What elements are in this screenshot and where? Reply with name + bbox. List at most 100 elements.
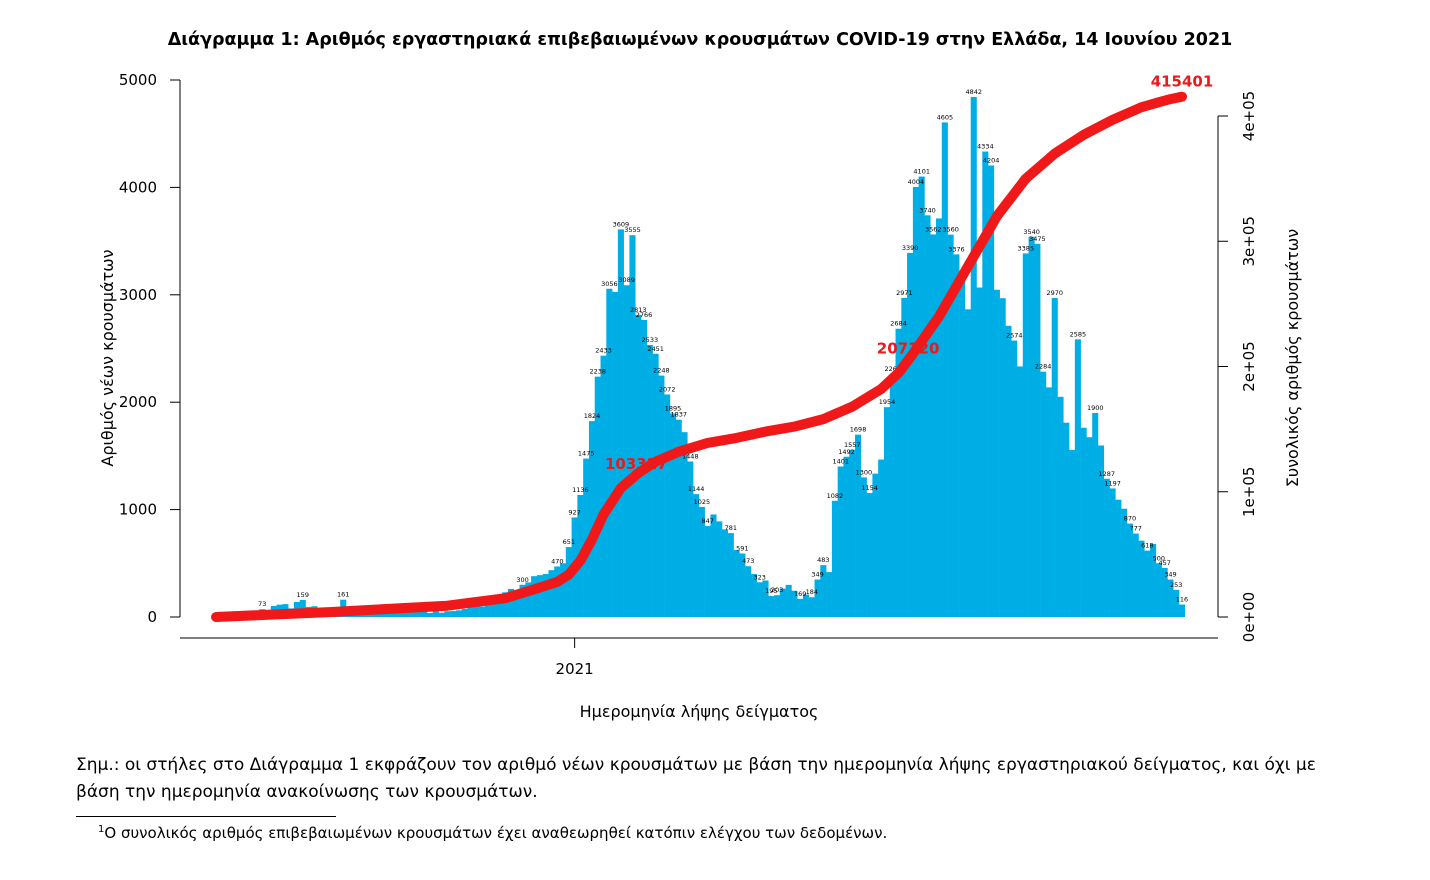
bar	[450, 611, 457, 617]
bar	[768, 596, 775, 617]
bar-value-label: 1895	[665, 404, 682, 412]
bar	[855, 434, 862, 617]
bar-value-label: 3562	[925, 225, 942, 233]
y2-tick-label: 2e+05	[1240, 341, 1258, 391]
bar-value-label: 3540	[1023, 228, 1040, 236]
bar	[941, 122, 948, 618]
bar	[843, 456, 850, 617]
bar	[733, 550, 740, 617]
bar-value-label: 2264	[885, 365, 902, 373]
bar-value-label: 1300	[856, 468, 873, 476]
bar-value-label: 847	[701, 517, 713, 525]
bar	[1138, 540, 1145, 617]
bar-value-label: 4101	[913, 168, 930, 176]
bar-value-label: 3555	[624, 226, 641, 234]
bar	[883, 407, 891, 617]
bar	[681, 432, 688, 617]
bar	[982, 151, 989, 617]
bar-value-label: 500	[1153, 554, 1165, 562]
y-tick-label: 2000	[119, 393, 157, 411]
bar	[820, 565, 827, 617]
bar-value-label: 1082	[827, 492, 844, 500]
bar	[959, 276, 966, 617]
bar-value-label: 2533	[642, 336, 659, 344]
bar-value-label: 4204	[983, 156, 1000, 164]
bar-value-label: 1154	[861, 484, 878, 492]
bar-value-label: 3089	[618, 276, 635, 284]
bar-value-label: 2451	[647, 345, 664, 353]
bar	[1011, 340, 1018, 617]
bar-value-label: 618	[1141, 542, 1153, 550]
bar	[629, 235, 636, 617]
bar	[993, 289, 1000, 617]
bars-layer	[212, 96, 1186, 618]
y2-tick-label: 0e+00	[1240, 592, 1258, 642]
bar-value-label: 777	[1130, 525, 1142, 533]
bar	[484, 604, 491, 617]
bar	[513, 591, 520, 617]
bar-value-label: 2238	[589, 368, 606, 376]
bar	[1115, 499, 1122, 617]
bar-value-label: 3609	[613, 220, 630, 228]
bar	[953, 254, 960, 618]
bar	[658, 375, 665, 617]
bar-value-label: 3560	[942, 226, 959, 234]
bar	[455, 610, 462, 617]
bar	[970, 96, 977, 618]
bar-value-label: 1557	[844, 441, 861, 449]
bar	[1063, 422, 1070, 617]
cumulative-value-label: 415401	[1151, 73, 1214, 91]
x-tick-label: 2021	[556, 660, 594, 678]
bar-value-label: 1448	[682, 452, 699, 460]
y2-axis-label: Συνολικός αριθμός κρουσμάτων	[1283, 229, 1302, 488]
bar	[623, 285, 630, 617]
bar-value-label: 203	[771, 586, 783, 594]
bar-value-label: 473	[742, 557, 754, 565]
bar	[1144, 550, 1151, 617]
bar	[808, 597, 815, 617]
bar	[936, 218, 943, 617]
bar	[444, 611, 451, 617]
bar-value-label: 1698	[850, 426, 867, 434]
x-axis-label: Ημερομηνία λήψης δείγματος	[580, 702, 819, 721]
bar	[976, 287, 983, 617]
bar-value-label: 781	[725, 524, 737, 532]
bar	[947, 234, 954, 617]
bar	[999, 298, 1006, 617]
bar	[583, 458, 590, 617]
bar	[374, 612, 381, 617]
bar	[669, 413, 676, 617]
bar	[1161, 567, 1168, 617]
bar-value-label: 3056	[601, 280, 618, 288]
bar	[924, 215, 931, 617]
bar-value-label: 1492	[838, 448, 855, 456]
bar	[403, 611, 410, 617]
bar	[635, 314, 642, 617]
bar	[802, 594, 810, 617]
bar	[779, 588, 786, 617]
bar-value-label: 1136	[572, 486, 589, 494]
bar	[600, 355, 607, 617]
bar	[1178, 604, 1186, 617]
x-axis: 2021	[556, 638, 594, 678]
bar-value-label: 1025	[694, 498, 711, 506]
bar	[1086, 437, 1093, 617]
bar-value-label: 2684	[890, 320, 907, 328]
bar-value-label: 195	[765, 587, 777, 595]
bar	[536, 575, 543, 617]
right-axis: 0e+00 1e+05 2e+05 3e+05 4e+05	[1218, 91, 1258, 642]
bar-value-label: 4004	[908, 178, 925, 186]
bar-value-label: 1401	[832, 458, 849, 466]
bar-value-label: 2072	[659, 385, 676, 393]
bar	[1109, 488, 1116, 617]
bar-value-label: 2971	[896, 289, 913, 297]
bar-value-label: 1287	[1099, 470, 1116, 478]
bar	[698, 506, 705, 617]
bar	[617, 229, 624, 617]
bar	[612, 291, 619, 617]
bar	[912, 186, 919, 617]
bar-value-label: 3390	[902, 244, 919, 252]
bar	[1074, 339, 1081, 617]
bar-value-label: 1824	[584, 412, 601, 420]
bar	[988, 165, 995, 618]
